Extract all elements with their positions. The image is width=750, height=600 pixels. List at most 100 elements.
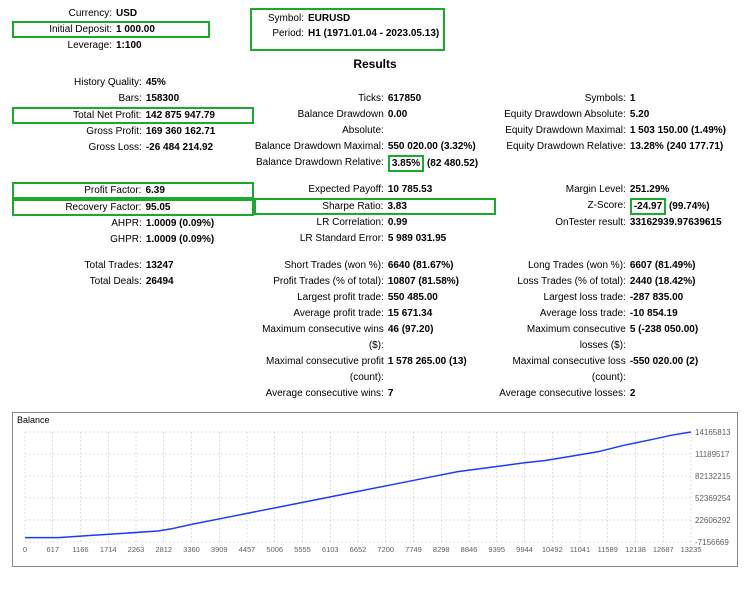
stat-value: 46 (97.20) <box>388 322 496 354</box>
svg-text:11589: 11589 <box>598 545 618 554</box>
stat-value <box>146 338 254 354</box>
stat-label: OnTester result: <box>496 215 630 231</box>
stat-value <box>388 75 496 91</box>
stat-row: Symbols:1 <box>496 91 738 107</box>
account-col: Currency:USD Initial Deposit:1 000.00 Le… <box>12 8 210 51</box>
stat-value: 5.20 <box>630 107 738 123</box>
svg-text:0: 0 <box>23 545 27 554</box>
stat-row: Average profit trade:15 671.34 <box>254 306 496 322</box>
stat-label: LR Standard Error: <box>254 231 388 247</box>
svg-text:7749: 7749 <box>405 545 422 554</box>
stat-label: Balance Drawdown Maximal: <box>254 139 388 155</box>
svg-text:7200: 7200 <box>377 545 394 554</box>
svg-text:8298: 8298 <box>433 545 450 554</box>
stat-value: 550 020.00 (3.32%) <box>388 139 496 155</box>
stat-column: Expected Payoff:10 785.53Sharpe Ratio:3.… <box>254 182 496 248</box>
stat-row <box>12 290 254 306</box>
stat-label: LR Correlation: <box>254 215 388 231</box>
svg-text:12687: 12687 <box>653 545 674 554</box>
stat-label: Profit Factor: <box>16 184 145 197</box>
deposit-value: 1 000.00 <box>116 23 206 36</box>
stat-value <box>146 354 254 370</box>
stat-value: 1 578 265.00 (13) <box>388 354 496 386</box>
stat-value: 5 989 031.95 <box>388 231 496 247</box>
stat-label: Short Trades (won %): <box>254 258 388 274</box>
balance-chart: Balance 14165813111895178213221552369254… <box>12 412 738 567</box>
initial-deposit-row: Initial Deposit:1 000.00 <box>12 21 210 38</box>
currency-label: Currency: <box>12 8 116 19</box>
stat-value: 617850 <box>388 91 496 107</box>
stat-label: Recovery Factor: <box>16 201 145 214</box>
stat-label: Expected Payoff: <box>254 182 388 198</box>
stat-value: 550 485.00 <box>388 290 496 306</box>
stat-label <box>12 338 146 354</box>
stat-label <box>496 75 630 91</box>
deposit-label: Initial Deposit: <box>16 23 116 36</box>
header-section: Currency:USD Initial Deposit:1 000.00 Le… <box>12 8 738 51</box>
stat-value: -24.97 (99.74%) <box>630 198 738 215</box>
stat-row: Balance Drawdown Absolute:0.00 <box>254 107 496 139</box>
stat-row: Equity Drawdown Absolute:5.20 <box>496 107 738 123</box>
svg-text:52369254: 52369254 <box>695 494 731 503</box>
stat-label: Equity Drawdown Maximal: <box>496 123 630 139</box>
stat-column: Margin Level:251.29%Z-Score:-24.97 (99.7… <box>496 182 738 248</box>
leverage-label: Leverage: <box>12 40 116 51</box>
stat-value <box>146 322 254 338</box>
stat-value: 33162939.97639615 <box>630 215 738 231</box>
stat-value: 95.05 <box>145 201 250 214</box>
svg-text:12138: 12138 <box>625 545 646 554</box>
stat-row: OnTester result:33162939.97639615 <box>496 215 738 231</box>
stat-value: 10 785.53 <box>388 182 496 198</box>
stat-label: Balance Drawdown Relative: <box>254 155 388 172</box>
period-label: Period: <box>256 27 308 40</box>
svg-text:9395: 9395 <box>488 545 505 554</box>
svg-text:9944: 9944 <box>516 545 533 554</box>
stat-label: Total Deals: <box>12 274 146 290</box>
stat-row: Loss Trades (% of total):2440 (18.42%) <box>496 274 738 290</box>
stat-label: Ticks: <box>254 91 388 107</box>
svg-text:1166: 1166 <box>72 545 88 554</box>
period-value: H1 (1971.01.04 - 2023.05.13) <box>308 27 439 40</box>
stat-label: Z-Score: <box>496 198 630 215</box>
stat-value: 6.39 <box>145 184 250 197</box>
stat-row: Gross Profit:169 360 162.71 <box>12 124 254 140</box>
stat-row: Average consecutive losses:2 <box>496 386 738 402</box>
stat-value: 1 503 150.00 (1.49%) <box>630 123 738 139</box>
stat-row: Maximal consecutive loss (count):-550 02… <box>496 354 738 386</box>
stat-label: Symbols: <box>496 91 630 107</box>
stat-value: 2 <box>630 386 738 402</box>
svg-text:3360: 3360 <box>183 545 200 554</box>
stat-label: Largest loss trade: <box>496 290 630 306</box>
svg-text:5006: 5006 <box>266 545 283 554</box>
stat-row: Average consecutive wins:7 <box>254 386 496 402</box>
stat-row <box>496 75 738 91</box>
stat-row: Largest profit trade:550 485.00 <box>254 290 496 306</box>
stat-row: Equity Drawdown Maximal:1 503 150.00 (1.… <box>496 123 738 139</box>
stat-value: 251.29% <box>630 182 738 198</box>
stat-row <box>12 322 254 338</box>
stat-label: History Quality: <box>12 75 146 91</box>
stat-row: LR Standard Error:5 989 031.95 <box>254 231 496 247</box>
stat-block: Profit Factor:6.39Recovery Factor:95.05 A… <box>12 182 738 248</box>
stat-label: Profit Trades (% of total): <box>254 274 388 290</box>
stat-row: LR Correlation:0.99 <box>254 215 496 231</box>
stat-label: Long Trades (won %): <box>496 258 630 274</box>
stat-label: Maximal consecutive profit (count): <box>254 354 388 386</box>
stat-label: Balance Drawdown Absolute: <box>254 107 388 139</box>
stat-label <box>12 290 146 306</box>
stat-value: 169 360 162.71 <box>146 124 254 140</box>
svg-text:8846: 8846 <box>461 545 478 554</box>
stat-column: History Quality:45%Bars:158300Total Net … <box>12 75 254 172</box>
stat-value: -287 835.00 <box>630 290 738 306</box>
results-title: Results <box>12 57 738 71</box>
stat-row <box>496 231 738 247</box>
stat-row: Total Trades:13247 <box>12 258 254 274</box>
stat-label: Largest profit trade: <box>254 290 388 306</box>
stat-row <box>254 75 496 91</box>
stat-row: AHPR:1.0009 (0.09%) <box>12 216 254 232</box>
stat-row: GHPR:1.0009 (0.09%) <box>12 232 254 248</box>
stat-label: Average consecutive wins: <box>254 386 388 402</box>
stat-value: 1 <box>630 91 738 107</box>
stat-value: 1.0009 (0.09%) <box>146 232 254 248</box>
stat-value: 5 (-238 050.00) <box>630 322 738 354</box>
